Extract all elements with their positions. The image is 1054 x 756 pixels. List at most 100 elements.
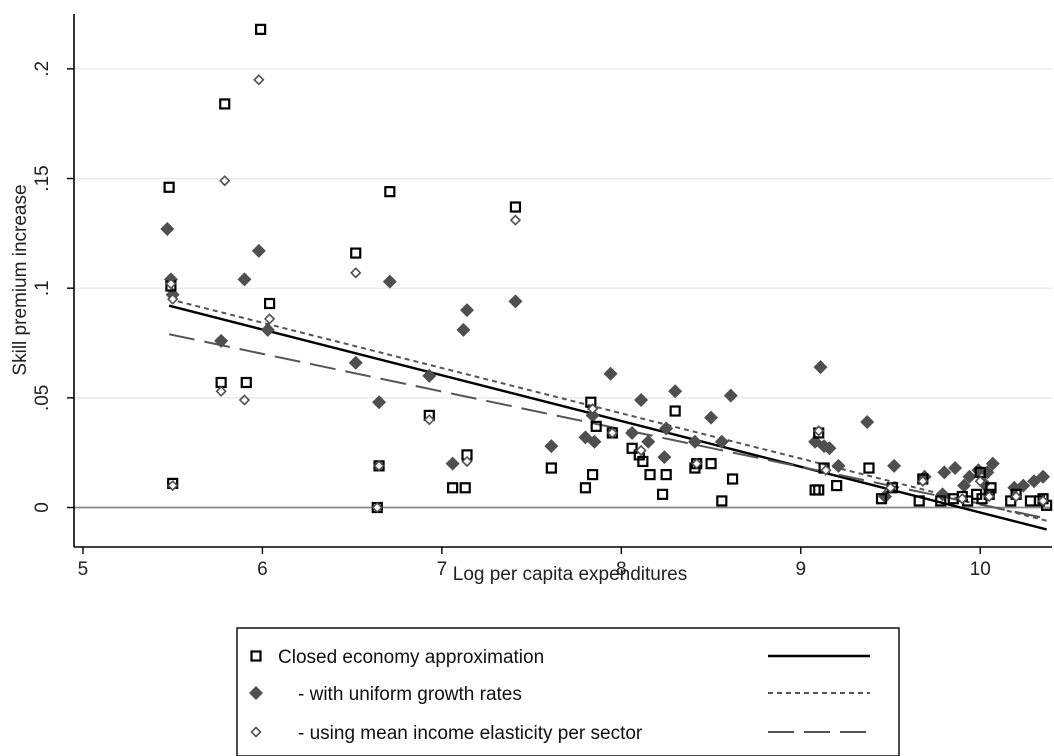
legend-label: - using mean income elasticity per secto… (298, 723, 643, 744)
data-point-hollow-square (716, 495, 728, 507)
data-point-filled-diamond (657, 450, 672, 465)
data-point-hollow-diamond (215, 385, 227, 397)
data-point-filled-diamond (957, 478, 972, 493)
data-point-filled-diamond (459, 303, 474, 318)
x-tick-label: 5 (78, 559, 89, 580)
data-point-hollow-diamond (820, 464, 832, 476)
x-tick-label: 7 (437, 559, 448, 580)
data-point-hollow-square (637, 455, 649, 468)
data-point-hollow-diamond (423, 414, 435, 426)
data-point-filled-diamond (625, 425, 640, 440)
legend-marker-hollow-square (250, 650, 262, 662)
data-point-filled-diamond (348, 355, 363, 370)
data-point-filled-diamond (641, 434, 656, 449)
data-point-hollow-square (587, 469, 599, 481)
data-point-filled-diamond (603, 366, 618, 381)
data-point-hollow-square (384, 186, 396, 198)
y-tick-label: .2 (32, 61, 53, 77)
data-point-hollow-square (831, 479, 843, 492)
data-point-hollow-square (350, 247, 362, 259)
x-axis-title: Log per capita expenditures (453, 564, 688, 585)
data-point-hollow-diamond (1010, 490, 1022, 503)
data-point-hollow-square (726, 473, 739, 485)
data-point-hollow-diamond (917, 475, 929, 487)
data-point-hollow-square (875, 493, 888, 505)
data-point-hollow-square (459, 482, 471, 494)
legend: Closed economy approximation - with unifo… (236, 627, 900, 756)
data-point-filled-diamond (585, 408, 600, 423)
data-point-hollow-diamond (635, 444, 647, 457)
data-point-hollow-square (626, 442, 638, 454)
data-point-hollow-square (935, 495, 947, 507)
data-point-hollow-diamond (1037, 495, 1049, 507)
x-tick-label: 10 (970, 559, 991, 580)
data-point-hollow-diamond (263, 313, 276, 325)
data-point-filled-diamond (714, 434, 729, 449)
data-point-hollow-diamond (813, 425, 825, 437)
legend-marker-filled-diamond (249, 686, 263, 700)
data-point-hollow-square (579, 482, 592, 494)
data-point-filled-diamond (887, 458, 902, 473)
fit-line-dotted (168, 298, 1047, 522)
data-point-hollow-diamond (219, 175, 231, 187)
data-point-filled-diamond (422, 368, 437, 383)
data-point-filled-diamond (937, 465, 952, 480)
data-point-filled-diamond (251, 243, 266, 258)
data-point-filled-diamond (237, 272, 252, 287)
data-point-filled-diamond (456, 322, 471, 337)
y-tick-label: .1 (32, 280, 53, 296)
data-point-hollow-square (264, 297, 276, 310)
y-tick-label: 0 (32, 502, 53, 513)
axis-ticks: 0 .05 .1 .15 .2 5 6 7 8 9 10 (32, 61, 991, 580)
data-point-filled-diamond (445, 456, 460, 471)
data-point-hollow-diamond (983, 490, 995, 503)
legend-label: Closed economy approximation (278, 647, 544, 668)
y-tick-label: .05 (32, 385, 53, 411)
data-point-filled-diamond (860, 414, 875, 429)
data-points (160, 23, 1053, 514)
y-axis-title: Skill premium increase (10, 184, 31, 375)
data-point-hollow-square (545, 462, 557, 474)
data-point-filled-diamond (985, 456, 1000, 471)
data-point-filled-diamond (948, 461, 963, 476)
data-point-hollow-square (985, 482, 997, 494)
data-point-hollow-square (509, 201, 522, 213)
data-point-hollow-diamond (606, 427, 618, 439)
horizontal-gridlines (74, 68, 1052, 509)
data-point-hollow-square (660, 469, 672, 481)
data-point-filled-diamond (687, 434, 702, 449)
x-tick-label: 6 (257, 559, 268, 580)
axes (73, 14, 1052, 548)
data-point-filled-diamond (813, 360, 828, 375)
data-point-hollow-square (219, 98, 231, 110)
data-point-hollow-square (240, 376, 252, 389)
data-point-filled-diamond (587, 434, 602, 449)
x-tick-label: 9 (795, 559, 806, 580)
data-point-hollow-square (813, 484, 825, 496)
data-point-filled-diamond (260, 322, 275, 337)
data-point-filled-diamond (935, 487, 950, 502)
data-point-hollow-diamond (586, 403, 599, 415)
data-point-hollow-square (669, 405, 681, 417)
data-point-filled-diamond (668, 384, 683, 399)
legend-label: - with uniform growth rates (298, 684, 522, 705)
data-point-hollow-diamond (167, 479, 179, 492)
data-point-filled-diamond (160, 221, 175, 236)
data-point-filled-diamond (544, 439, 559, 454)
data-point-hollow-diamond (461, 455, 473, 468)
data-point-filled-diamond (214, 333, 229, 348)
data-point-hollow-diamond (371, 501, 383, 514)
data-point-hollow-square (863, 462, 875, 474)
data-point-filled-diamond (704, 410, 719, 425)
data-point-filled-diamond (831, 458, 846, 473)
data-point-hollow-diamond (691, 458, 703, 470)
data-point-hollow-diamond (165, 278, 177, 290)
data-point-hollow-diamond (956, 493, 968, 505)
data-point-hollow-diamond (509, 214, 522, 226)
fit-line-solid (168, 304, 1047, 531)
data-point-hollow-square (1024, 495, 1037, 507)
x-tick-label: 8 (616, 559, 627, 580)
data-point-filled-diamond (822, 441, 837, 456)
fit-line-long-dash (168, 333, 1047, 520)
